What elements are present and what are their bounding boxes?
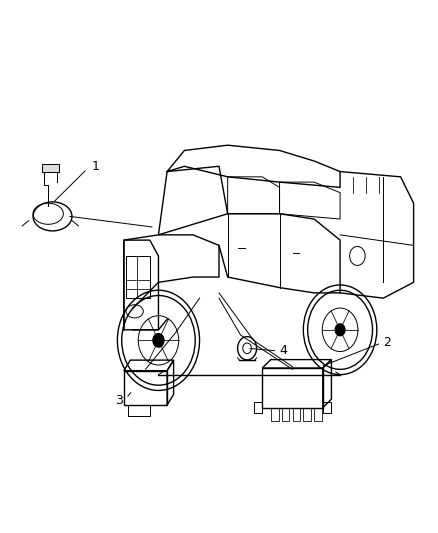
Circle shape (153, 334, 164, 347)
Bar (323, 402, 331, 413)
Bar (282, 408, 290, 421)
Bar (314, 408, 322, 421)
Bar (126, 256, 150, 298)
Circle shape (335, 324, 345, 336)
Text: 3: 3 (115, 394, 123, 408)
Text: 2: 2 (383, 336, 391, 350)
Bar (293, 408, 300, 421)
Text: 1: 1 (92, 160, 99, 173)
Text: 4: 4 (279, 344, 287, 358)
Bar (304, 408, 311, 421)
Bar (42, 164, 59, 172)
Bar (271, 408, 279, 421)
Bar (128, 405, 150, 416)
Bar (254, 402, 262, 413)
